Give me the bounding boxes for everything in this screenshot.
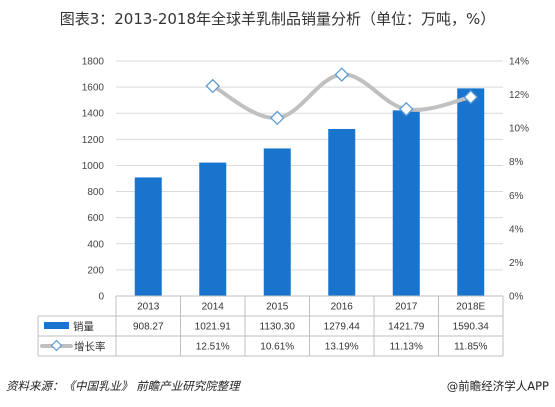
legend-marker-growth [50, 339, 63, 352]
y-left-tick-label: 400 [87, 239, 104, 250]
y-left-tick-label: 1200 [82, 135, 105, 146]
bar [392, 110, 420, 297]
growth-rate-point [205, 78, 221, 94]
sales-data-label: 1279.44 [324, 322, 361, 333]
x-tick-label: 2016 [331, 302, 354, 313]
growth-data-label: 11.85% [454, 342, 487, 353]
x-tick-label: 2014 [202, 302, 225, 313]
growth-data-label: 10.61% [260, 342, 294, 353]
chart-title: 图表3：2013-2018年全球羊乳制品销量分析（单位：万吨，%） [59, 10, 496, 28]
y-left-tick-label: 600 [87, 213, 104, 224]
x-tick-label: 2018E [456, 302, 485, 313]
y-left-tick-label: 1000 [82, 161, 105, 172]
x-tick-label: 2013 [137, 302, 160, 313]
sales-data-label: 908.27 [133, 322, 164, 333]
bar [199, 162, 227, 296]
growth-rate-point [463, 89, 479, 105]
growth-data-label: 13.19% [325, 342, 359, 353]
legend-label-growth: 增长率 [74, 340, 106, 353]
source-note: 资料来源：《中国乳业》 前瞻产业研究院整理 [6, 379, 240, 393]
legend-label-sales: 销量 [73, 320, 94, 333]
sales-data-label: 1130.30 [260, 322, 296, 333]
x-tick-label: 2017 [395, 302, 418, 313]
sales-data-label: 1021.91 [195, 322, 232, 333]
bar [263, 148, 291, 296]
y-left-tick-label: 0 [98, 292, 104, 303]
sales-data-label: 1590.34 [453, 322, 490, 333]
y-left-tick-label: 1800 [82, 57, 105, 68]
y-right-tick-label: 12% [509, 90, 529, 101]
growth-rate-point [334, 67, 350, 82]
sales-data-label: 1421.79 [388, 322, 425, 333]
bar [134, 177, 162, 296]
x-tick-label: 2015 [266, 302, 289, 313]
y-right-tick-label: 2% [509, 258, 524, 269]
brand-credit: @前瞻经济学人APP [446, 379, 549, 393]
bar [328, 128, 356, 296]
y-right-tick-label: 0% [509, 292, 524, 303]
y-right-tick-label: 4% [509, 224, 524, 235]
y-right-tick-label: 8% [509, 157, 524, 168]
growth-data-label: 11.13% [390, 342, 423, 353]
bar [457, 88, 485, 296]
growth-data-label: 12.51% [196, 342, 230, 353]
legend-swatch-sales [44, 322, 69, 329]
y-right-tick-label: 14% [509, 57, 529, 68]
y-left-tick-label: 1600 [82, 83, 105, 94]
y-left-tick-label: 1400 [82, 109, 105, 120]
y-right-tick-label: 6% [509, 191, 524, 202]
growth-rate-point [398, 101, 414, 117]
growth-rate-point [269, 110, 285, 126]
y-right-tick-label: 10% [509, 124, 529, 135]
y-left-tick-label: 200 [87, 265, 104, 276]
y-left-tick-label: 800 [87, 187, 104, 198]
